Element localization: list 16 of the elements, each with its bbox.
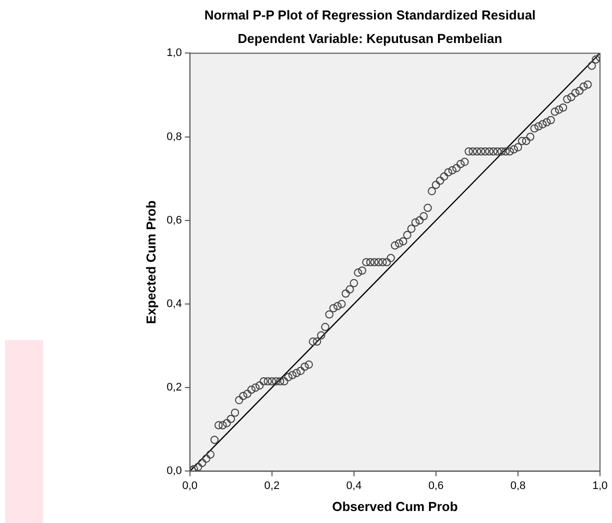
chart-title: Normal P-P Plot of Regression Standardized Residual [204,7,536,22]
y-axis-title: Expected Cum Prob [143,200,158,324]
x-tick-label: 0,0 [182,480,198,492]
y-tick-label: 0,6 [166,214,182,226]
y-tick-label: 0,4 [166,298,182,310]
y-tick-label: 1,0 [166,47,182,60]
chart-subtitle: Dependent Variable: Keputusan Pembelian [238,30,502,46]
y-tick-label: 0,8 [166,130,182,143]
x-tick-label: 0,8 [510,480,526,492]
y-tick-label: 0,0 [166,465,182,478]
x-tick-label: 0,2 [264,480,280,492]
x-axis-title: Observed Cum Prob [332,498,458,514]
x-tick-label: 0,6 [428,480,444,492]
x-tick-label: 1,0 [592,480,608,492]
x-tick-label: 0,4 [346,480,362,492]
y-tick-label: 0,2 [166,382,182,394]
